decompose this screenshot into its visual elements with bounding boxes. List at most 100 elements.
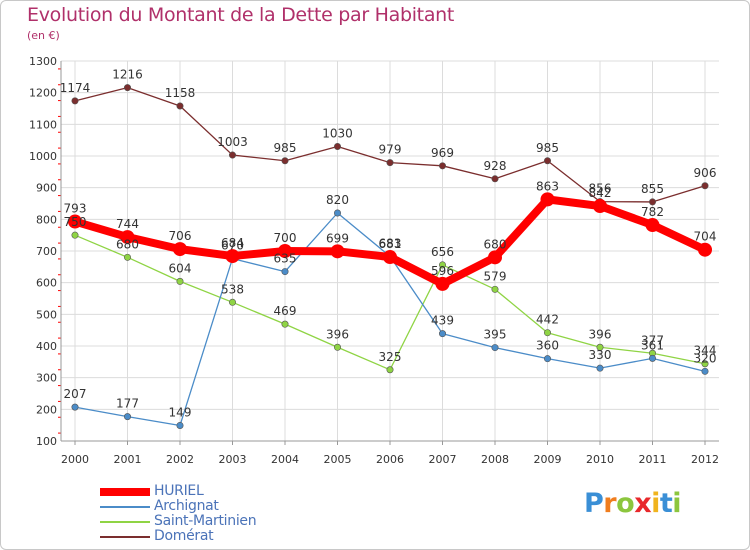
data-point-archignat xyxy=(648,354,656,362)
data-point-dom-rat xyxy=(71,97,79,105)
data-point-dom-rat xyxy=(229,151,237,159)
data-point-huriel xyxy=(173,242,187,257)
data-label-dom-rat: 1003 xyxy=(217,135,248,149)
x-tick-label: 2004 xyxy=(271,453,299,466)
data-point-saint-martinien xyxy=(596,343,604,351)
y-tick-label: 600 xyxy=(36,277,57,290)
data-point-huriel xyxy=(645,218,660,233)
x-tick-label: 2006 xyxy=(376,453,404,466)
data-point-huriel xyxy=(278,244,292,258)
data-point-archignat xyxy=(333,209,341,217)
data-label-archignat: 635 xyxy=(274,252,297,266)
x-tick-label: 2012 xyxy=(691,453,719,466)
data-point-saint-martinien xyxy=(333,343,341,351)
legend-label-huriel: HURIEL xyxy=(154,483,204,499)
data-label-dom-rat: 985 xyxy=(536,141,559,155)
data-label-archignat: 360 xyxy=(536,339,559,353)
data-point-huriel xyxy=(698,242,712,257)
data-point-huriel xyxy=(383,250,397,265)
x-tick-label: 2007 xyxy=(429,453,457,466)
y-tick-label: 1300 xyxy=(29,55,57,68)
data-label-saint-martinien: 377 xyxy=(641,333,664,347)
data-point-archignat xyxy=(701,367,709,375)
data-point-dom-rat xyxy=(176,102,184,110)
data-label-saint-martinien: 680 xyxy=(116,237,139,251)
data-point-dom-rat xyxy=(648,198,656,206)
data-label-huriel: 704 xyxy=(694,230,717,244)
y-tick-label: 200 xyxy=(36,403,57,416)
data-point-archignat xyxy=(491,344,499,352)
data-label-huriel: 680 xyxy=(484,237,507,251)
data-label-dom-rat: 856 xyxy=(589,182,612,196)
legend-label-saint-martinien: Saint-Martinien xyxy=(154,513,257,529)
data-label-archignat: 177 xyxy=(116,397,139,411)
logo-letter-6: i xyxy=(672,488,682,519)
y-tick-label: 700 xyxy=(36,245,57,258)
data-label-dom-rat: 1030 xyxy=(322,127,353,141)
data-point-archignat xyxy=(176,421,184,429)
data-point-saint-martinien xyxy=(438,261,446,269)
data-label-archignat: 207 xyxy=(64,387,87,401)
x-tick-label: 2003 xyxy=(219,453,247,466)
data-label-huriel: 699 xyxy=(326,231,349,245)
data-label-saint-martinien: 538 xyxy=(221,282,244,296)
x-tick-label: 2005 xyxy=(324,453,352,466)
data-label-archignat: 330 xyxy=(589,348,612,362)
data-point-saint-martinien xyxy=(386,366,394,374)
data-point-archignat xyxy=(71,403,79,411)
x-tick-label: 2011 xyxy=(639,453,667,466)
data-point-dom-rat xyxy=(543,157,551,165)
proxiti-logo[interactable]: Proxiti xyxy=(584,488,682,519)
data-label-saint-martinien: 469 xyxy=(274,304,297,318)
data-label-huriel: 596 xyxy=(431,264,454,278)
data-point-archignat xyxy=(596,364,604,372)
y-tick-label: 400 xyxy=(36,340,57,353)
data-label-huriel: 744 xyxy=(116,217,139,231)
logo-letter-2: o xyxy=(616,488,635,519)
legend-label-domerat: Domérat xyxy=(154,528,214,544)
data-label-dom-rat: 1216 xyxy=(112,68,143,82)
data-label-archignat: 670 xyxy=(221,239,244,253)
data-point-archignat xyxy=(124,413,132,421)
data-label-saint-martinien: 325 xyxy=(379,350,402,364)
x-tick-label: 2002 xyxy=(166,453,194,466)
data-label-dom-rat: 1174 xyxy=(60,81,91,95)
data-label-archignat: 820 xyxy=(326,193,349,207)
y-tick-label: 100 xyxy=(36,435,57,448)
data-label-dom-rat: 855 xyxy=(641,182,664,196)
data-point-saint-martinien xyxy=(176,277,184,285)
data-label-huriel: 700 xyxy=(274,231,297,245)
data-label-dom-rat: 928 xyxy=(484,159,507,173)
chart-subtitle: (en €) xyxy=(27,29,60,42)
data-label-huriel: 793 xyxy=(64,202,87,216)
data-point-dom-rat xyxy=(438,162,446,170)
data-label-huriel: 863 xyxy=(536,179,559,193)
data-point-saint-martinien xyxy=(229,298,237,306)
data-label-archignat: 395 xyxy=(484,328,507,342)
chart-title: Evolution du Montant de la Dette par Hab… xyxy=(27,4,455,26)
data-label-saint-martinien: 396 xyxy=(326,327,349,341)
data-point-dom-rat xyxy=(333,143,341,151)
y-tick-label: 900 xyxy=(36,182,57,195)
data-point-huriel xyxy=(120,230,135,245)
y-tick-label: 500 xyxy=(36,308,57,321)
data-point-archignat xyxy=(281,268,289,276)
data-label-huriel: 706 xyxy=(169,229,192,243)
x-tick-label: 2001 xyxy=(114,453,142,466)
data-label-dom-rat: 1158 xyxy=(165,86,196,100)
y-tick-label: 300 xyxy=(36,372,57,385)
data-point-saint-martinien xyxy=(124,253,132,261)
data-label-dom-rat: 906 xyxy=(694,166,717,180)
data-point-archignat xyxy=(543,355,551,363)
data-point-saint-martinien xyxy=(281,320,289,328)
data-point-huriel xyxy=(488,250,502,265)
data-point-huriel xyxy=(593,199,607,214)
data-label-archignat: 320 xyxy=(694,351,717,365)
data-point-archignat xyxy=(438,330,446,338)
data-point-huriel xyxy=(68,214,82,229)
data-point-saint-martinien xyxy=(701,360,709,368)
line-chart: 1002003004005006007008009001000110012001… xyxy=(29,55,719,466)
data-label-saint-martinien: 604 xyxy=(169,261,192,275)
logo-letter-1: r xyxy=(603,488,617,519)
data-label-saint-martinien: 442 xyxy=(536,313,559,327)
